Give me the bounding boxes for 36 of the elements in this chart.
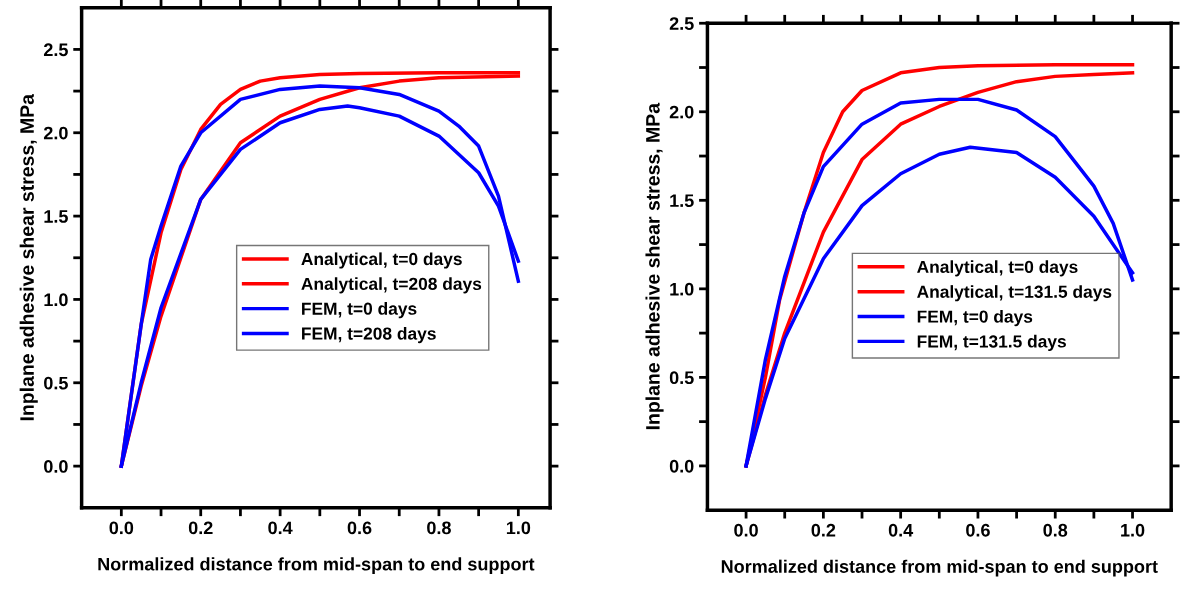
y-axis-title: Inplane adhesive shear stress, MPa	[645, 102, 664, 430]
y-tick-label: 2.0	[669, 105, 694, 119]
legend-label: FEM, t=0 days	[302, 302, 417, 319]
x-tick-label: 0.6	[347, 521, 372, 535]
y-axis-title: Inplane adhesive shear stress, MPa	[19, 93, 38, 421]
x-tick-label: 0.2	[811, 523, 836, 537]
y-tick-label: 2.5	[669, 17, 694, 30]
x-tick-label: 0.2	[188, 521, 213, 535]
legend-label: FEM, t=0 days	[917, 310, 1033, 327]
y-tick-label: 0.0	[669, 459, 694, 473]
x-tick-label: 0.4	[268, 521, 293, 535]
legend-label: Analytical, t=0 days	[917, 260, 1078, 277]
legend-label: FEM, t=131.5 days	[917, 334, 1066, 352]
y-tick-label: 2.0	[43, 126, 68, 140]
y-tick-label: 1.0	[670, 282, 694, 296]
legend-label: FEM, t=208 days	[302, 326, 436, 344]
legend-label: Analytical, t=208 days	[301, 277, 482, 294]
y-tick-label: 0.5	[44, 376, 68, 390]
x-tick-label: 0.6	[966, 523, 990, 537]
y-tick-label: 0.5	[669, 371, 694, 385]
x-axis-title: Normalized distance from mid-span to end support	[98, 557, 535, 575]
legend-label: Analytical, t=0 days	[301, 252, 462, 269]
y-tick-label: 1.5	[670, 194, 694, 208]
y-tick-label: 0.0	[44, 460, 68, 473]
x-tick-label: 0.4	[888, 523, 914, 537]
x-tick-label: 0.0	[734, 523, 758, 537]
y-tick-label: 2.5	[43, 43, 68, 57]
y-tick-label: 1.5	[44, 210, 68, 223]
y-tick-label: 1.0	[44, 293, 68, 307]
x-axis-title: Normalized distance from mid-span to end support	[721, 559, 1158, 577]
x-tick-label: 1.0	[506, 521, 531, 535]
x-tick-label: 0.0	[109, 521, 134, 535]
x-tick-label: 1.0	[1121, 523, 1145, 537]
x-tick-label: 0.8	[1043, 523, 1068, 537]
x-tick-label: 0.8	[427, 521, 451, 535]
legend-label: Analytical, t=131.5 days	[917, 285, 1112, 302]
